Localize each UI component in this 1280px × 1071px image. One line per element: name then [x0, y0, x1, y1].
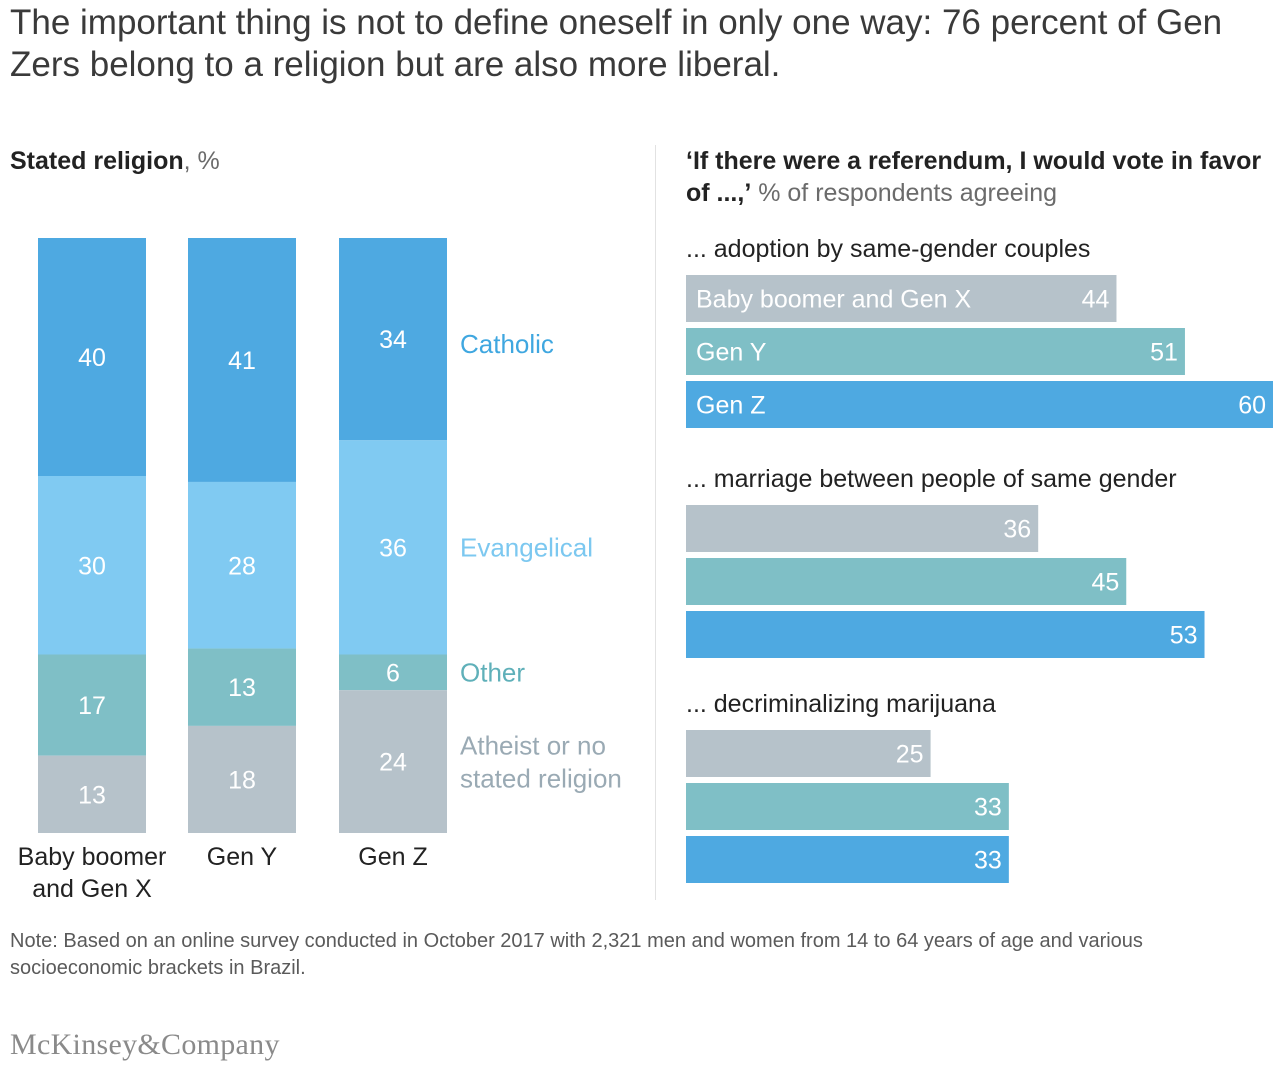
bar-3-baby-boomer-and-gen-x: [686, 730, 931, 777]
referendum-chart-heading: ‘If there were a referendum, I would vot…: [686, 145, 1266, 209]
bar-1-baby-boomer-and-gen-x: [686, 275, 1117, 322]
stack-segment-other-2: [188, 648, 296, 726]
stack-segment-catholic-3: [339, 238, 447, 441]
bar-name-1-gen-y: Gen Y: [696, 339, 767, 367]
stack-segment-other-3: [339, 654, 447, 691]
stack-category-label-3: Gen Z: [358, 843, 427, 871]
bar-value-1-baby-boomer-and-gen-x: 44: [1082, 286, 1110, 314]
bar-value-1-gen-y: 51: [1150, 339, 1178, 367]
bar-2-gen-z: [686, 611, 1205, 658]
referendum-heading-bold: ‘If there were a referendum, I would vot…: [686, 147, 1262, 207]
chart-title: The important thing is not to define one…: [10, 3, 1223, 84]
group-label-3: ... decriminalizing marijuana: [686, 690, 996, 718]
bar-name-1-gen-z: Gen Z: [696, 392, 765, 420]
stack-segment-atheist-or-no-stated-religion-3: [339, 690, 447, 833]
stack-segment-evangelical-1: [38, 476, 146, 655]
stack-value-evangelical-2: 28: [228, 552, 256, 580]
legend-label-other: Other: [460, 657, 525, 687]
stack-segment-evangelical-3: [339, 440, 447, 655]
bar-1-gen-z: [686, 381, 1273, 428]
stack-value-other-2: 13: [228, 674, 256, 702]
bar-name-1-baby-boomer-and-gen-x: Baby boomer and Gen X: [696, 286, 971, 314]
stack-value-catholic-2: 41: [228, 347, 256, 375]
stack-value-evangelical-3: 36: [379, 534, 407, 562]
mckinsey-logo: McKinsey&Company: [10, 1028, 280, 1061]
stack-segment-other-1: [38, 654, 146, 756]
legend-label-evangelical: Evangelical: [460, 532, 593, 562]
bar-value-2-baby-boomer-and-gen-x: 36: [1003, 516, 1031, 544]
religion-stacked-bar-chart: 40 30 17 13 Baby boomer and Gen X 41 28 13 18 Gen …: [18, 238, 622, 903]
bar-value-3-gen-y: 33: [974, 794, 1002, 822]
stack-segment-atheist-or-no-stated-religion-1: [38, 755, 146, 833]
bar-value-3-baby-boomer-and-gen-x: 25: [896, 741, 924, 769]
stack-segment-atheist-or-no-stated-religion-2: [188, 725, 296, 833]
stack-segment-catholic-2: [188, 238, 296, 482]
group-label-1: ... adoption by same-gender couples: [686, 235, 1090, 263]
bar-3-gen-y: [686, 783, 1009, 830]
legend-label-catholic: Catholic: [460, 329, 554, 359]
stack-value-atheist-or-no-stated-religion-2: 18: [228, 766, 256, 794]
bar-2-baby-boomer-and-gen-x: [686, 505, 1039, 552]
stack-category-label-2: Gen Y: [207, 843, 278, 871]
bar-value-2-gen-z: 53: [1170, 622, 1198, 650]
bar-3-gen-z: [686, 836, 1009, 883]
stack-value-catholic-3: 34: [379, 326, 407, 354]
bar-value-1-gen-z: 60: [1238, 392, 1266, 420]
religion-chart-heading: Stated religion, %: [10, 145, 220, 177]
group-label-2: ... marriage between people of same gend…: [686, 465, 1177, 493]
stack-segment-evangelical-2: [188, 481, 296, 649]
stack-value-catholic-1: 40: [78, 344, 106, 372]
bar-2-gen-y: [686, 558, 1127, 605]
footnote: Note: Based on an online survey conducte…: [10, 930, 1143, 979]
legend-label-atheist-or-no-stated-religion: Atheist or no stated religion: [460, 731, 622, 794]
stack-segment-catholic-1: [38, 238, 146, 476]
bar-1-gen-y: [686, 328, 1185, 375]
stack-value-atheist-or-no-stated-religion-3: 24: [379, 749, 407, 777]
referendum-heading-unit: % of respondents agreeing: [751, 179, 1058, 207]
stack-value-other-1: 17: [78, 692, 106, 720]
panel-divider: [655, 145, 656, 900]
bar-value-3-gen-z: 33: [974, 847, 1002, 875]
religion-heading-bold: Stated religion: [10, 147, 184, 175]
stack-value-other-3: 6: [386, 659, 400, 687]
stack-category-label-1: Baby boomer and Gen X: [18, 843, 167, 903]
religion-heading-unit: , %: [183, 147, 220, 175]
stack-value-atheist-or-no-stated-religion-1: 13: [78, 781, 106, 809]
referendum-bar-chart: ... adoption by same-gender couples 44 Bab…: [686, 235, 1273, 883]
stack-value-evangelical-1: 30: [78, 552, 106, 580]
bar-value-2-gen-y: 45: [1091, 569, 1119, 597]
